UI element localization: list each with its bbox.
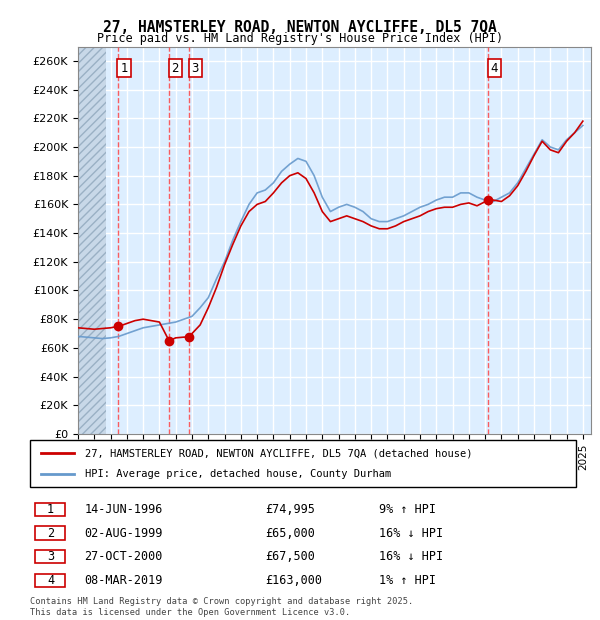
- Text: 3: 3: [191, 61, 199, 74]
- Text: 27-OCT-2000: 27-OCT-2000: [85, 551, 163, 564]
- Text: 1: 1: [121, 61, 128, 74]
- Text: 02-AUG-1999: 02-AUG-1999: [85, 526, 163, 539]
- FancyBboxPatch shape: [35, 503, 65, 516]
- Text: £67,500: £67,500: [265, 551, 314, 564]
- FancyBboxPatch shape: [35, 551, 65, 564]
- Text: 14-JUN-1996: 14-JUN-1996: [85, 503, 163, 516]
- Text: 16% ↓ HPI: 16% ↓ HPI: [379, 526, 443, 539]
- Text: 4: 4: [47, 574, 54, 587]
- Text: £74,995: £74,995: [265, 503, 314, 516]
- FancyBboxPatch shape: [30, 440, 576, 487]
- FancyBboxPatch shape: [35, 526, 65, 539]
- Text: £65,000: £65,000: [265, 526, 314, 539]
- Bar: [78, 46, 106, 434]
- Text: 3: 3: [47, 551, 54, 564]
- Text: 2: 2: [172, 61, 179, 74]
- Text: 16% ↓ HPI: 16% ↓ HPI: [379, 551, 443, 564]
- Text: 27, HAMSTERLEY ROAD, NEWTON AYCLIFFE, DL5 7QA: 27, HAMSTERLEY ROAD, NEWTON AYCLIFFE, DL…: [103, 20, 497, 35]
- Text: 1% ↑ HPI: 1% ↑ HPI: [379, 574, 436, 587]
- Text: HPI: Average price, detached house, County Durham: HPI: Average price, detached house, Coun…: [85, 469, 391, 479]
- Text: 1: 1: [47, 503, 54, 516]
- Text: 08-MAR-2019: 08-MAR-2019: [85, 574, 163, 587]
- Text: 9% ↑ HPI: 9% ↑ HPI: [379, 503, 436, 516]
- Text: 4: 4: [491, 61, 498, 74]
- Text: 27, HAMSTERLEY ROAD, NEWTON AYCLIFFE, DL5 7QA (detached house): 27, HAMSTERLEY ROAD, NEWTON AYCLIFFE, DL…: [85, 448, 472, 458]
- Text: Contains HM Land Registry data © Crown copyright and database right 2025.
This d: Contains HM Land Registry data © Crown c…: [30, 598, 413, 617]
- FancyBboxPatch shape: [35, 574, 65, 587]
- Text: £163,000: £163,000: [265, 574, 322, 587]
- Text: Price paid vs. HM Land Registry's House Price Index (HPI): Price paid vs. HM Land Registry's House …: [97, 32, 503, 45]
- Text: 2: 2: [47, 526, 54, 539]
